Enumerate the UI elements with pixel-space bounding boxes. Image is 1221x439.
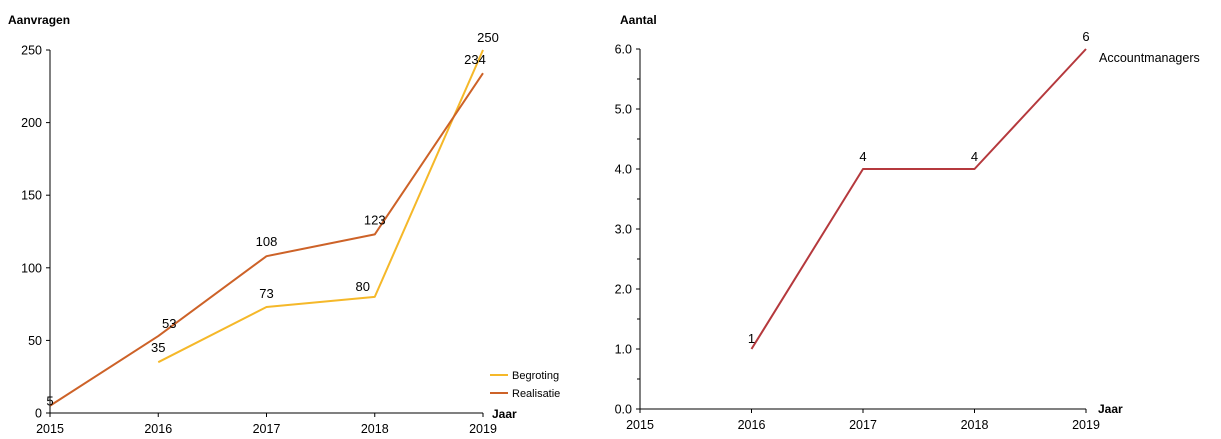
y-tick-label: 150 [21,189,42,203]
series-line-realisatie [49,72,484,407]
y-tick-label: 0 [35,407,42,421]
data-label-begroting: 35 [151,340,165,355]
chart-aantal: Aantal Jaar 0.01.02.03.04.05.06.0 2015 20… [615,13,1200,432]
x-tick-label: 2016 [738,418,766,432]
data-labels-right: 1 4 4 6 [748,29,1090,346]
data-label-accountmanagers: 1 [748,331,755,346]
x-tick-label: 2015 [36,422,64,436]
series-line-begroting [157,49,484,364]
x-tick-label: 2017 [253,422,281,436]
x-tick-label: 2019 [469,422,497,436]
data-label-begroting: 73 [259,286,273,301]
x-axis-title-jaar-right: Jaar [1098,402,1123,416]
x-ticks-left: 2015 2016 2017 2018 2019 [36,413,497,436]
data-label-begroting: 80 [356,279,370,294]
data-labels-left: 35 73 80 250 5 53 108 123 234 [46,30,498,409]
y-tick-label: 1.0 [615,343,632,357]
data-label-realisatie: 53 [162,316,176,331]
legend-label-begroting: Begroting [512,370,559,382]
legend-label-realisatie: Realisatie [512,388,560,400]
x-tick-label: 2019 [1072,418,1100,432]
y-tick-label: 4.0 [615,163,632,177]
y-axis-title-aanvragen: Aanvragen [8,13,70,27]
y-ticks-left: 0 50 100 150 200 250 [21,44,50,421]
x-ticks-right: 2015 2016 2017 2018 2019 [626,409,1100,432]
y-tick-label: 100 [21,261,42,275]
y-tick-label: 200 [21,116,42,130]
x-tick-label: 2018 [961,418,989,432]
x-tick-label: 2017 [849,418,877,432]
x-tick-label: 2016 [144,422,172,436]
data-label-accountmanagers: 6 [1082,29,1089,44]
x-tick-label: 2018 [361,422,389,436]
data-label-accountmanagers: 4 [971,149,978,164]
x-axis-title-jaar-left: Jaar [492,407,517,421]
data-label-realisatie: 108 [256,234,278,249]
series-line-accountmanagers [750,48,1087,350]
y-tick-label: 0.0 [615,403,632,417]
y-tick-label: 250 [21,44,42,58]
series-left [49,49,484,407]
data-label-realisatie: 234 [464,52,486,67]
data-label-realisatie: 5 [46,394,53,409]
x-tick-label: 2015 [626,418,654,432]
y-tick-label: 3.0 [615,223,632,237]
legend: Begroting Realisatie [490,370,560,400]
series-label-accountmanagers: Accountmanagers [1099,51,1200,65]
data-label-accountmanagers: 4 [859,149,866,164]
y-tick-label: 5.0 [615,103,632,117]
y-tick-label: 2.0 [615,283,632,297]
y-tick-label: 50 [28,334,42,348]
data-label-begroting: 250 [477,30,499,45]
y-axis-title-aantal: Aantal [620,13,657,27]
y-ticks-right: 0.0 1.0 2.0 3.0 4.0 5.0 6.0 [615,43,640,417]
data-label-realisatie: 123 [364,212,386,227]
y-tick-label: 6.0 [615,43,632,57]
series-right [750,48,1087,350]
